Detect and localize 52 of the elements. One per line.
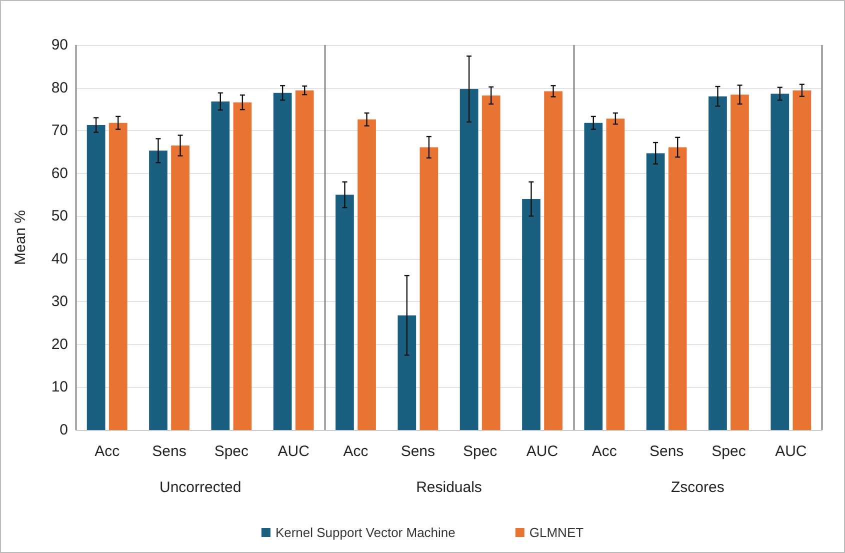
bar: [792, 90, 812, 430]
bar: [358, 119, 376, 430]
text: Uncorrected: [159, 479, 242, 496]
bar: [482, 95, 500, 430]
legend-label: Kernel Support Vector Machine: [275, 525, 456, 540]
x-tick-label: Acc: [592, 443, 618, 460]
text: Residuals: [416, 479, 482, 496]
y-tick-label: 20: [51, 336, 68, 353]
bar: [730, 94, 749, 430]
x-tick-label: Acc: [343, 443, 369, 460]
y-tick-label: 60: [51, 164, 68, 182]
legend-label: GLMNET: [529, 525, 584, 540]
x-tick-label: AUC: [278, 443, 310, 460]
bar: [460, 89, 478, 430]
x-tick-label: Spec: [712, 443, 746, 460]
bar: [420, 147, 438, 430]
y-tick-label: 70: [51, 122, 68, 140]
bar: [522, 199, 540, 430]
y-tick-label: 90: [51, 36, 68, 54]
y-tick-label: 10: [51, 378, 68, 396]
x-tick-label: Spec: [214, 443, 250, 460]
y-axis-title: Mean %: [12, 210, 29, 266]
bar: [336, 194, 354, 430]
x-tick-label: Acc: [94, 443, 120, 460]
y-tick-label: 80: [51, 79, 68, 96]
bar: [273, 92, 292, 430]
bar: [544, 91, 562, 430]
bar: [233, 102, 252, 430]
y-tick-label: 40: [51, 250, 68, 268]
x-tick-label: AUC: [526, 443, 558, 460]
bar: [149, 150, 168, 430]
bar: [770, 94, 790, 430]
x-tick-label: Sens: [649, 443, 684, 460]
bar: [108, 122, 128, 430]
bar: [646, 153, 665, 430]
x-tick-label: AUC: [775, 443, 807, 460]
x-tick-label: Spec: [462, 443, 498, 460]
bar: [211, 101, 230, 430]
x-tick-label: Sens: [400, 443, 436, 460]
y-tick-label: 0: [60, 422, 68, 438]
y-tick-label: 30: [51, 293, 68, 310]
bar: [668, 147, 687, 430]
bar: [606, 118, 625, 430]
bar: [171, 146, 190, 430]
bar: [398, 315, 416, 430]
bar: [86, 124, 106, 430]
text: Zscores: [670, 479, 724, 496]
bar: [584, 122, 603, 430]
bar: [295, 90, 314, 430]
x-tick-label: Sens: [152, 443, 186, 460]
bar: [708, 96, 727, 430]
y-tick-label: 50: [51, 208, 68, 225]
